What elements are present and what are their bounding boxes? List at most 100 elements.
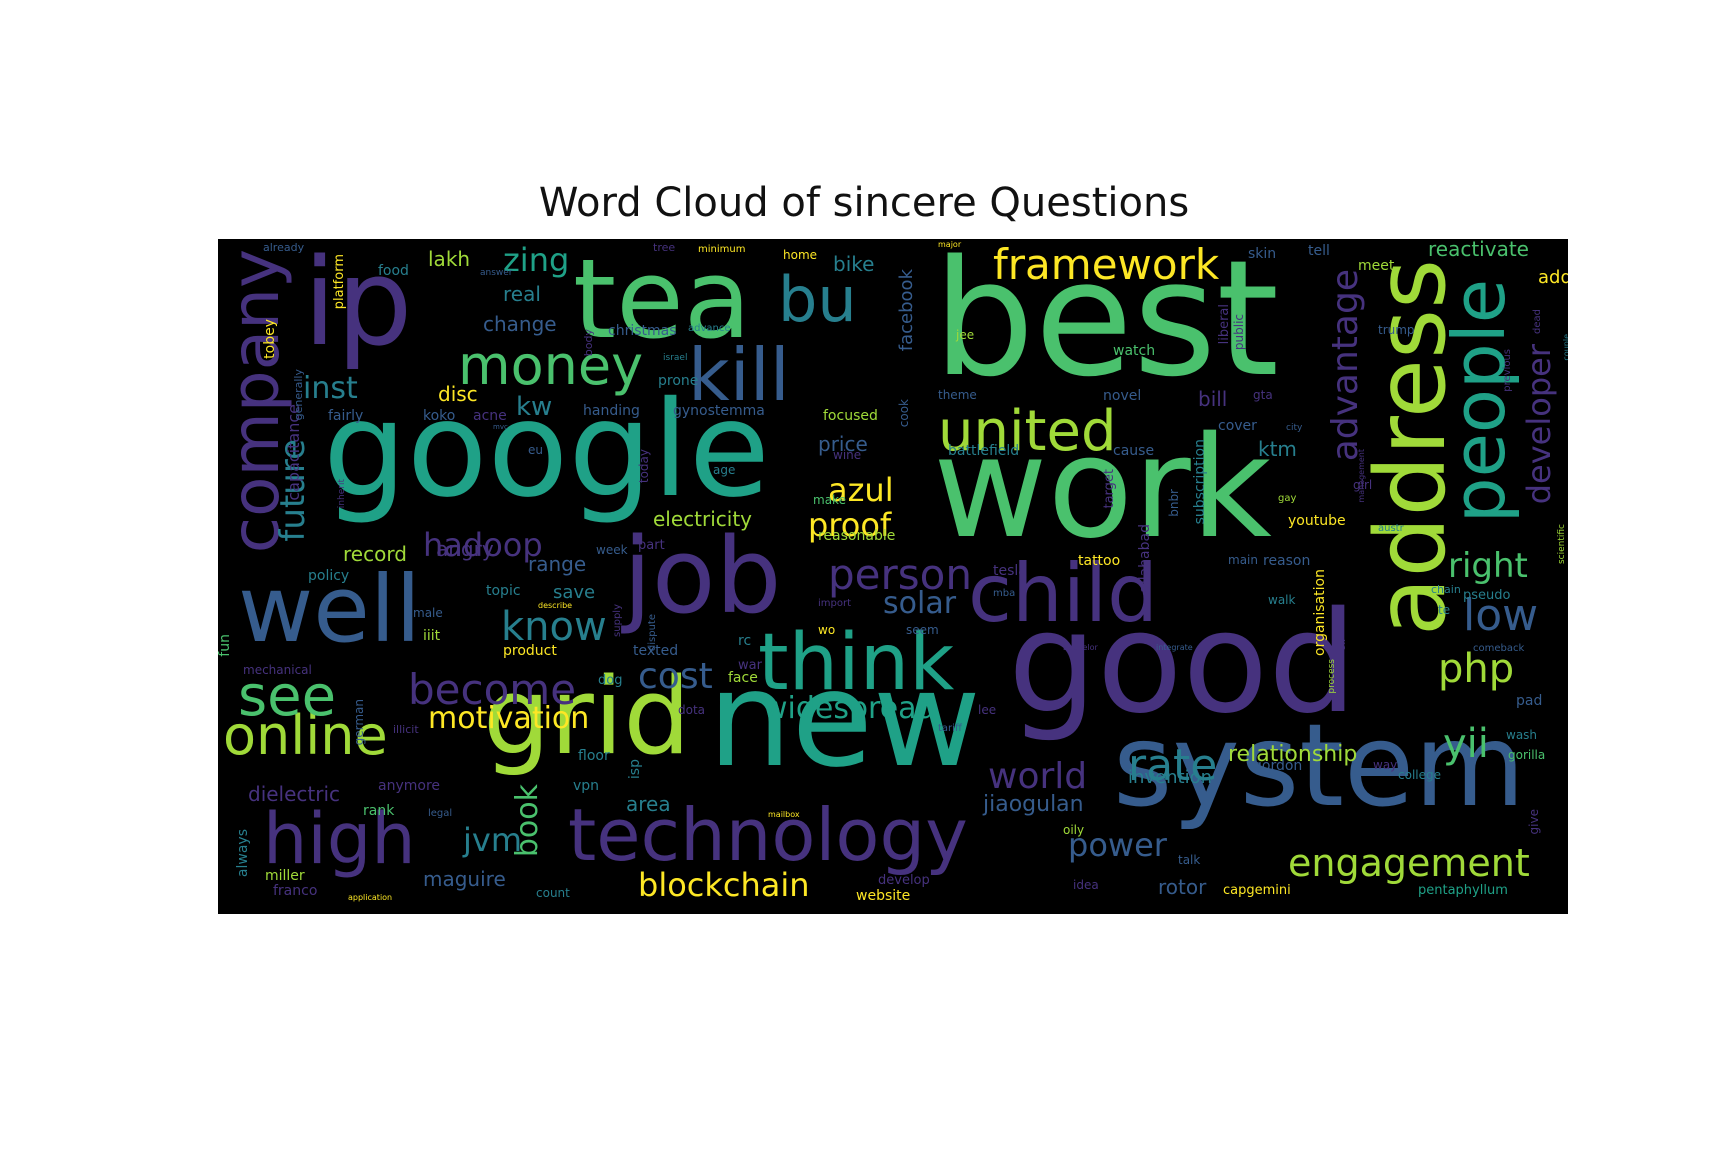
word-make: make	[813, 493, 846, 507]
word-platform: platform	[332, 254, 347, 310]
word-allahabad: allahabad	[1137, 524, 1153, 593]
word-focused: focused	[823, 408, 878, 424]
word-college: college	[1398, 768, 1441, 782]
word-novel: novel	[1103, 388, 1142, 404]
word-advance: advance	[688, 323, 731, 334]
word-home: home	[783, 248, 818, 262]
word-isp: isp	[627, 759, 643, 780]
word-theme: theme	[938, 388, 977, 402]
word-dota: dota	[678, 703, 706, 717]
word-dog: dog	[598, 673, 623, 688]
word-franco: franco	[273, 883, 318, 899]
word-policy: policy	[308, 568, 350, 584]
word-mba: mba	[993, 588, 1016, 599]
word-motivation: motivation	[428, 701, 590, 736]
word-bu: bu	[778, 263, 857, 336]
word-acne: acne	[473, 408, 507, 424]
word-count: count	[536, 886, 570, 900]
word-widespread: widespread	[763, 691, 936, 726]
word-know: know	[501, 604, 607, 650]
word-become: become	[408, 665, 577, 714]
word-couple: couple	[1562, 334, 1568, 361]
word-te: te	[1438, 603, 1451, 617]
word-change: change	[483, 312, 557, 336]
word-facebook: facebook	[896, 269, 917, 352]
word-world: world	[988, 756, 1088, 797]
word-tell: tell	[1308, 243, 1330, 259]
word-german: german	[352, 699, 366, 746]
word-give: give	[1527, 809, 1541, 835]
word-reason: reason	[1263, 553, 1311, 569]
word-pentaphyllum: pentaphyllum	[1418, 883, 1508, 898]
word-minimum: minimum	[698, 244, 746, 255]
word-electricity: electricity	[653, 507, 753, 531]
word-application: application	[348, 893, 393, 902]
word-work: work	[933, 407, 1272, 570]
word-liberal: liberal	[1217, 304, 1232, 345]
word-book: book	[510, 784, 545, 858]
word-texted: texted	[633, 643, 679, 659]
word-lakh: lakh	[428, 247, 471, 271]
word-floor: floor	[578, 748, 610, 764]
word-main: main	[1228, 553, 1258, 567]
word-money: money	[458, 334, 644, 397]
word-tea: tea	[573, 239, 752, 363]
word-battlefield: battlefield	[948, 443, 1020, 459]
word-israel: israel	[663, 353, 688, 363]
word-engagement: engagement	[1288, 841, 1530, 885]
word-best: best	[933, 239, 1280, 412]
word-reasonable: reasonable	[818, 528, 896, 544]
word-dead: dead	[1532, 309, 1543, 334]
word-legal: legal	[428, 808, 453, 819]
word-koko: koko	[423, 408, 456, 424]
word-capgemini: capgemini	[1223, 883, 1291, 898]
word-bike: bike	[833, 252, 875, 276]
word-ip: ip	[303, 239, 413, 373]
word-illicit: illicit	[393, 723, 419, 736]
word-target: target	[1102, 469, 1117, 509]
word-city: city	[1286, 423, 1303, 433]
word-war: war	[738, 658, 762, 673]
word-online: online	[223, 704, 388, 767]
word-dispute: dispute	[647, 614, 658, 652]
word-bnbr: bnbr	[1167, 489, 1181, 517]
word-talk: talk	[1178, 853, 1201, 867]
word-previous: previous	[1502, 349, 1513, 392]
word-already: already	[263, 241, 305, 254]
word-iiit: iiit	[423, 628, 441, 644]
word-add: add	[1538, 267, 1568, 288]
word-anymore: anymore	[378, 778, 441, 794]
word-mailbox: mailbox	[768, 810, 800, 819]
word-part: part	[638, 538, 665, 553]
word-chain: chain	[1431, 583, 1461, 596]
word-inst: inst	[303, 371, 358, 406]
word-high: high	[263, 798, 416, 880]
word-person: person	[828, 550, 972, 599]
word-idea: idea	[1073, 878, 1099, 892]
word-week: week	[596, 543, 628, 557]
word-comeback: comeback	[1473, 643, 1525, 654]
word-real: real	[503, 282, 541, 306]
word-solar: solar	[883, 586, 957, 621]
word-system: system	[1113, 699, 1526, 832]
word-people: people	[1437, 279, 1521, 524]
word-inherit: inherit	[337, 479, 347, 509]
word-rate: rate	[1128, 740, 1218, 791]
word-new: new	[708, 643, 981, 797]
word-integrate: integrate	[1156, 643, 1193, 652]
word-ktm: ktm	[1258, 437, 1297, 461]
word-always: always	[235, 829, 251, 878]
word-supply: supply	[612, 604, 623, 637]
word-skin: skin	[1248, 246, 1277, 262]
word-public: public	[1232, 314, 1246, 351]
word-kw: kw	[516, 392, 553, 422]
word-pad: pad	[1516, 693, 1543, 709]
word-azul: azul	[828, 471, 894, 509]
word-wo: wo	[818, 623, 836, 637]
word-invention: invention	[1128, 767, 1213, 788]
word-answer: answer	[480, 268, 513, 278]
word-import: import	[818, 598, 852, 609]
word-zing: zing	[503, 241, 570, 279]
word-blockchain: blockchain	[638, 866, 810, 904]
word-yii: yii	[1443, 721, 1489, 767]
